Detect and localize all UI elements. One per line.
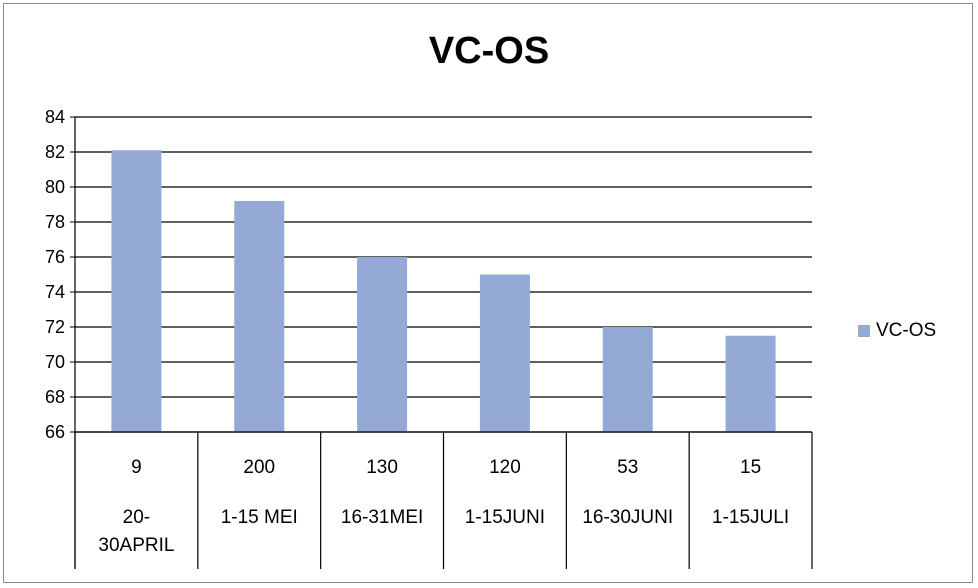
- category-label: 1-15 MEI: [221, 507, 298, 528]
- bar: [234, 201, 285, 432]
- legend-label: VC-OS: [876, 320, 937, 341]
- category-count-label: 120: [489, 457, 521, 478]
- category-count-label: 9: [131, 457, 142, 478]
- category-count-label: 200: [243, 457, 275, 478]
- y-tick-label: 68: [45, 387, 65, 407]
- legend-swatch: [858, 325, 870, 337]
- bar: [725, 335, 776, 432]
- y-tick-label: 70: [45, 352, 65, 372]
- y-tick-label: 72: [45, 317, 65, 337]
- y-tick-label: 66: [45, 422, 65, 442]
- category-count-label: 130: [366, 457, 398, 478]
- bar: [111, 150, 162, 432]
- bar: [479, 274, 530, 432]
- category-label: 20-30APRIL: [98, 507, 174, 556]
- category-count-label: 15: [740, 457, 761, 478]
- category-label: 16-31MEI: [341, 507, 423, 528]
- category-label: 1-15JUNI: [465, 507, 545, 528]
- bar: [602, 327, 653, 432]
- legend: VC-OS: [858, 320, 936, 342]
- category-count-label: 53: [617, 457, 638, 478]
- y-tick-label: 76: [45, 247, 65, 267]
- y-tick-label: 82: [45, 142, 65, 162]
- category-label: 1-15JULI: [712, 507, 789, 528]
- bar: [357, 257, 408, 432]
- y-tick-label: 84: [45, 107, 65, 127]
- y-tick-label: 80: [45, 177, 65, 197]
- category-label: 16-30JUNI: [582, 507, 673, 528]
- y-tick-label: 74: [45, 282, 65, 302]
- chart-title: VC-OS: [428, 30, 550, 72]
- y-tick-label: 78: [45, 212, 65, 232]
